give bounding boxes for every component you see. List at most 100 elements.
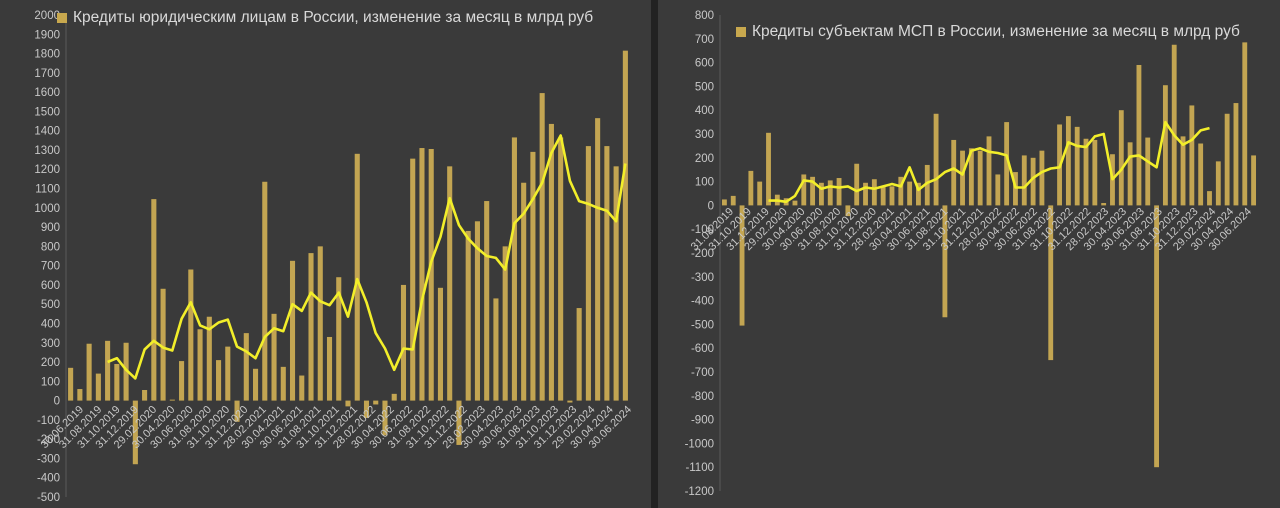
bar: [123, 342, 129, 401]
legend-swatch-right: [736, 27, 746, 37]
y-tick-label: 1500: [34, 106, 60, 118]
bar: [114, 363, 120, 401]
bar: [1207, 191, 1212, 206]
y-tick-label: -800: [691, 391, 714, 403]
y-tick-label: -300: [37, 453, 60, 465]
bar: [521, 182, 527, 401]
y-tick-label: 1800: [34, 49, 60, 61]
bar: [836, 178, 842, 206]
y-tick-label: -500: [691, 319, 714, 331]
y-tick-label: -1100: [685, 462, 714, 474]
y-tick-label: 1600: [34, 87, 60, 99]
bar: [289, 260, 296, 401]
bar: [1101, 203, 1107, 206]
bar: [1004, 122, 1010, 206]
bar: [1083, 138, 1089, 206]
bar: [595, 118, 601, 401]
y-tick-label: -1000: [685, 438, 714, 450]
y-tick-label: 100: [41, 376, 60, 388]
y-tick-label: 1700: [34, 68, 60, 80]
y-tick-label: 1200: [34, 164, 60, 176]
bar: [801, 174, 807, 206]
bar: [827, 180, 833, 206]
y-tick-label: -400: [691, 296, 714, 308]
bar: [1198, 143, 1204, 206]
y-tick-label: -100: [691, 224, 714, 236]
bar: [558, 137, 564, 401]
bar: [576, 308, 582, 401]
bar: [622, 50, 628, 401]
y-tick-label: 200: [695, 153, 714, 165]
bar: [373, 400, 379, 405]
bar: [1127, 142, 1133, 206]
y-tick-label: 500: [695, 81, 714, 93]
legend-left: Кредиты юридическим лицам в России, изме…: [57, 8, 637, 28]
bar: [766, 132, 771, 206]
bar: [1145, 137, 1151, 206]
bar: [299, 375, 305, 401]
bar: [810, 176, 816, 206]
bar: [363, 400, 370, 418]
bar: [262, 181, 268, 401]
bar: [484, 201, 490, 401]
bar: [400, 284, 407, 401]
bar: [1154, 205, 1159, 468]
y-tick-label: 1300: [34, 145, 60, 157]
bar: [748, 170, 754, 206]
bar: [730, 195, 736, 206]
bar: [907, 181, 913, 206]
bar: [160, 288, 166, 401]
bar: [995, 174, 1001, 206]
bar: [871, 179, 877, 206]
legend-swatch-left: [57, 13, 67, 23]
bar: [613, 166, 619, 401]
bar: [142, 389, 148, 401]
bar: [1118, 110, 1124, 206]
y-tick-label: -200: [37, 434, 60, 446]
y-tick-label: 0: [708, 200, 714, 212]
bar: [326, 336, 333, 401]
bar: [721, 199, 727, 206]
y-tick-label: -900: [691, 415, 714, 427]
y-tick-label: 400: [41, 318, 60, 330]
y-tick-label: 800: [41, 241, 60, 253]
bar: [474, 221, 480, 401]
y-tick-label: 800: [695, 10, 714, 22]
bar: [1251, 155, 1257, 206]
y-tick-label: 300: [41, 338, 60, 350]
bar: [336, 277, 342, 401]
bar: [197, 329, 203, 401]
y-tick-label: 600: [41, 280, 60, 292]
bar: [1224, 113, 1230, 206]
bar: [179, 361, 185, 401]
bar: [968, 148, 974, 206]
y-tick-label: -100: [37, 415, 60, 427]
y-tick-label: 1100: [35, 184, 60, 196]
legend-label-left: Кредиты юридическим лицам в России, изме…: [73, 9, 594, 26]
y-tick-label: -300: [691, 272, 714, 284]
y-tick-label: 200: [41, 357, 60, 369]
chart-right: 800 700 600 500 400 300 200 100 0 -100 -200 -300 -40…: [685, 10, 1257, 498]
y-tick-label: -200: [691, 248, 714, 260]
bar: [792, 200, 798, 206]
bar: [819, 182, 824, 206]
y-tick-label: 500: [41, 299, 60, 311]
chart-panel-left: 2000 1900 1800 1700 1600 1500 1400 1300 1200 1100…: [0, 0, 651, 508]
bar: [243, 333, 249, 401]
y-tick-label: -600: [691, 343, 714, 355]
y-tick-label: -400: [37, 473, 60, 485]
bar: [739, 205, 745, 326]
bar: [1039, 150, 1045, 206]
bar: [234, 400, 240, 422]
bar: [757, 181, 763, 206]
bar: [391, 393, 397, 401]
bar: [977, 150, 983, 206]
bar: [548, 123, 554, 401]
bar: [447, 166, 453, 401]
y-tick-label: -700: [691, 367, 714, 379]
moving-average-line: [768, 120, 1210, 204]
bar: [539, 93, 545, 401]
bar: [354, 153, 360, 401]
bar: [1189, 105, 1195, 206]
bar: [345, 400, 351, 407]
